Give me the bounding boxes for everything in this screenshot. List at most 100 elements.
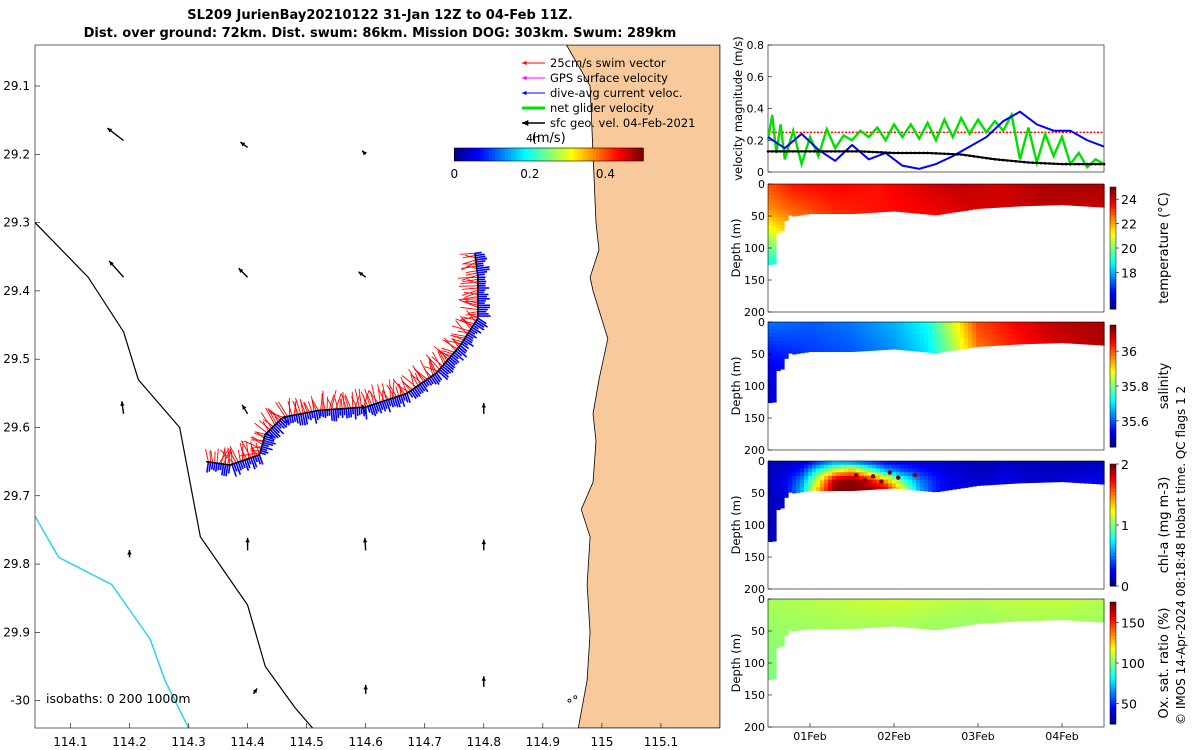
- map-axes: 114.1 114.2 114.3 114.4 114.5 114.6 114.7 114.8…: [3, 79, 678, 749]
- colorbar-tick-label: 0: [450, 167, 458, 181]
- legend-swatch: [522, 60, 545, 66]
- chla-max-dot-3: [896, 475, 901, 480]
- temperature-section-colorbar: 18 20 22 24 temperature (°C): [1109, 186, 1172, 310]
- chla-max-dot-0: [854, 472, 859, 478]
- sfc-velocity-dot: [770, 150, 774, 153]
- sfc-velocity-dot: [1052, 162, 1055, 165]
- date-tick-label: 03Feb: [961, 730, 994, 743]
- colorbar-label: chl-a (mg m-3): [1157, 477, 1172, 574]
- legend-label: 25cm/s swim vector: [550, 56, 666, 70]
- map-ytick-label: 29.6: [3, 420, 30, 434]
- sfc-velocity-dot: [989, 157, 992, 161]
- map-ytick-label: 29.8: [3, 557, 30, 571]
- sfc-velocity-dot: [1027, 161, 1030, 164]
- velocity-series-1: [766, 111, 1105, 170]
- section-cells: [768, 461, 1105, 543]
- sfc-velocity-dot: [1018, 160, 1022, 163]
- section-ylabel: Depth (m): [729, 634, 743, 693]
- sfc-velocity-dot: [976, 155, 980, 159]
- sfc-velocity-dot: [1069, 162, 1072, 166]
- colorbar-tick-label: 18: [1121, 265, 1137, 280]
- velocity-ylabel: velocity magnitude (m/s): [731, 36, 745, 181]
- colorbar-frame: [453, 147, 644, 162]
- sfc-velocity-dot: [804, 150, 808, 153]
- section-ytick-label: 150: [744, 274, 765, 287]
- section-ytick-label: 200: [744, 721, 765, 734]
- sfc-velocity-dot: [917, 151, 921, 155]
- map-xtick-label: 114.7: [408, 735, 442, 749]
- legend-swatch: [522, 90, 545, 96]
- map-ytick-label: 29.2: [3, 147, 30, 161]
- colorbar-label: salinity: [1157, 362, 1172, 409]
- map-xtick-label: 114.9: [526, 735, 560, 749]
- sfc-vector-16: [363, 684, 368, 694]
- sfc-vector-6: [358, 271, 367, 278]
- sfc-velocity-dot: [985, 156, 988, 160]
- sfc-vector-15: [252, 688, 258, 695]
- sfc-vector-14: [481, 539, 486, 551]
- section-ytick-label: 200: [744, 444, 765, 457]
- section-ylabel: Depth (m): [729, 496, 743, 555]
- sfc-velocity-dot: [909, 151, 913, 155]
- legend-label: dive-avg current veloc.: [550, 86, 683, 100]
- sfc-vector-8: [241, 404, 249, 415]
- sfc-velocity-dot: [972, 155, 976, 158]
- sfc-velocity-dot: [1073, 162, 1076, 166]
- section-ytick-label: 0: [758, 593, 765, 606]
- date-tick-label: 02Feb: [877, 730, 910, 743]
- sfc-velocity-dot: [922, 151, 925, 155]
- sfc-velocity-dot: [997, 158, 1001, 161]
- glider-track-line: [206, 253, 479, 466]
- chla-section-panel: 0 50 100 150 200 Depth (m) 0 1 2 chl-a (mg m-3): [729, 455, 1172, 596]
- sfc-velocity-dot: [779, 150, 782, 153]
- sfc-vector-5: [238, 267, 249, 278]
- sfc-velocity-dot: [959, 153, 963, 156]
- salinity-section-colorbar: 35.6 35.8 36 salinity: [1109, 324, 1172, 448]
- sfc-velocity-dot: [993, 158, 997, 161]
- salinity-section-panel: 0 50 100 150 200 Depth (m) 35.6 35.8 36 salinity: [729, 316, 1172, 457]
- sfc-velocity-dot: [955, 153, 959, 156]
- sfc-velocity-dot: [800, 150, 803, 153]
- sfc-velocity-dot: [1102, 162, 1106, 166]
- velocity-ytick-label: 0: [757, 166, 764, 179]
- section-ytick-label: 50: [751, 210, 765, 223]
- map-xtick-label: 114.4: [230, 735, 264, 749]
- section-cells: [768, 184, 1105, 266]
- sfc-velocity-dot: [1064, 162, 1068, 166]
- date-tick-label: 04Feb: [1045, 730, 1078, 743]
- sfc-velocity-dot: [1001, 158, 1005, 162]
- chla-max-dot-1: [870, 474, 876, 479]
- sfc-velocity-dot: [880, 151, 883, 154]
- colorbar-label: (m/s): [532, 131, 566, 146]
- sfc-velocity-dot: [1094, 162, 1097, 166]
- sfc-velocity-dot: [943, 152, 946, 156]
- sfc-velocity-dot: [812, 150, 816, 153]
- sfc-velocity-dot: [867, 150, 871, 154]
- sfc-velocity-dot: [833, 150, 837, 153]
- colorbar-tick-label: 0.2: [520, 167, 539, 181]
- map-ytick-label: 29.4: [3, 284, 30, 298]
- colorbar-tick-label: 0: [1121, 579, 1129, 594]
- sfc-velocity-dot: [821, 150, 824, 153]
- sfc-velocity-dot: [846, 150, 850, 153]
- isobath-1000m-line: [35, 515, 190, 728]
- section-ytick-label: 50: [751, 348, 765, 361]
- sfc-velocity-dot: [842, 150, 845, 153]
- map-xtick-label: 114.8: [467, 735, 501, 749]
- figure-title-line2: Dist. over ground: 72km. Dist. swum: 86k…: [83, 26, 677, 41]
- map-ytick-label: 29.7: [3, 489, 30, 503]
- sfc-velocity-dot: [1035, 161, 1039, 165]
- date-tick-label: 01Feb: [793, 730, 826, 743]
- sfc-velocity-dot: [859, 150, 862, 153]
- figure-title-line1: SL209 JurienBay20210122 31-Jan 12Z to 04…: [187, 8, 573, 23]
- legend-swatch: [522, 119, 545, 127]
- oxygen-section-panel: 0 50 100 150 200 Depth (m) 50 100 150 Ox. sat. ra…: [729, 593, 1172, 743]
- map-panel: 114.1 114.2 114.3 114.4 114.5 114.6 114.7 114.8…: [3, 44, 721, 749]
- sfc-velocity-dot: [871, 150, 875, 154]
- sfc-velocity-dot: [926, 151, 929, 155]
- sfc-vector-12: [245, 537, 250, 551]
- sfc-velocity-dot: [901, 151, 904, 155]
- map-xtick-label: 114.6: [349, 735, 383, 749]
- velocity-ytick-label: 0.8: [747, 39, 765, 52]
